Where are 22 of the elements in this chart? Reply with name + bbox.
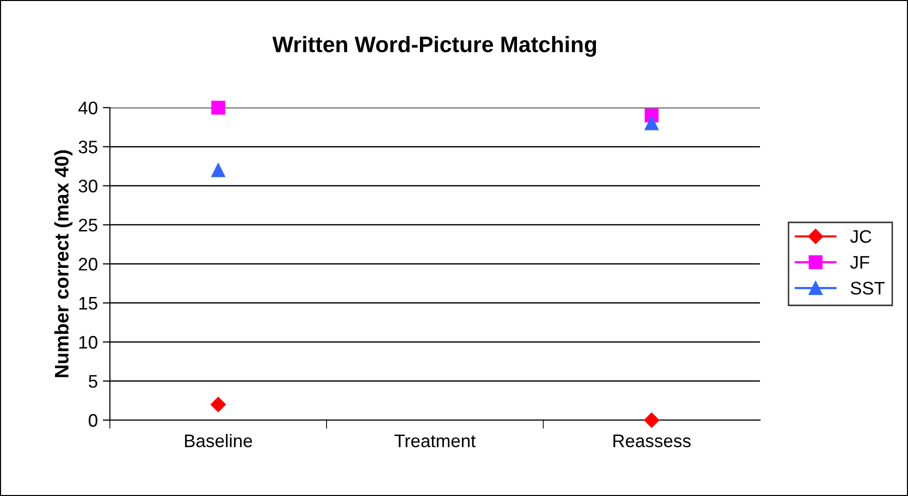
point — [644, 116, 659, 130]
x-tick-label: Treatment — [394, 434, 476, 448]
y-tick-label: 20 — [78, 258, 98, 271]
point — [211, 100, 226, 115]
legend-label: JF — [850, 256, 870, 269]
y-tick-label: 30 — [78, 180, 98, 192]
point — [211, 163, 226, 178]
y-tick-label: 35 — [78, 140, 98, 154]
point — [644, 412, 660, 428]
chart-title: Written Word-Picture Matching — [272, 36, 596, 57]
x-tick-label: Reassess — [613, 434, 691, 448]
y-tick-label: 10 — [79, 336, 98, 349]
point — [210, 396, 226, 412]
y-tick-label: 25 — [78, 218, 98, 232]
y-tick-label: 40 — [78, 102, 98, 114]
y-tick-label: 15 — [79, 297, 98, 310]
legend-label: SST — [850, 282, 885, 295]
y-axis-title: Number correct (max 40) — [54, 150, 72, 378]
y-tick-label: 5 — [88, 375, 98, 388]
y-tick-label: 0 — [88, 414, 98, 427]
x-tick-label: Baseline — [185, 434, 252, 448]
legend-label: JC — [850, 230, 872, 243]
